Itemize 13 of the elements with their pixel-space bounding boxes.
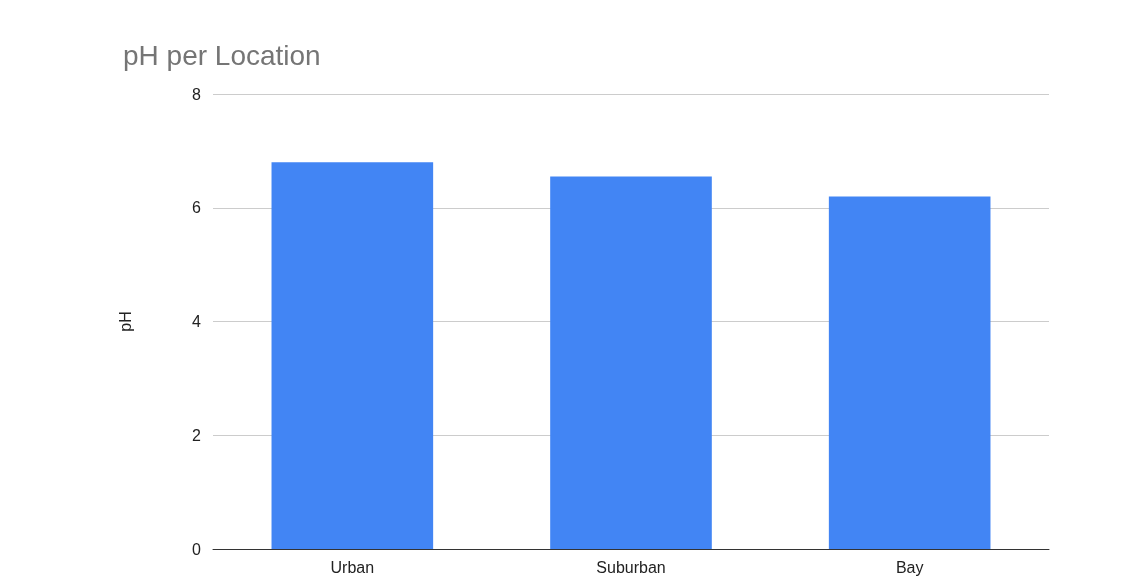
bar: [828, 196, 991, 549]
x-tick-label: Suburban: [596, 558, 666, 576]
x-tick-label: Urban: [330, 558, 375, 576]
bar: [271, 162, 434, 549]
y-tick-label: 2: [192, 426, 202, 444]
y-tick-label: 6: [192, 199, 202, 217]
y-axis-title: pH: [116, 311, 134, 332]
x-tick-label: Bay: [895, 558, 924, 576]
y-tick-label: 4: [192, 313, 202, 330]
chart-title: pH per Location: [123, 39, 321, 71]
y-tick-label: 0: [192, 540, 202, 558]
y-tick-label: 8: [192, 85, 202, 103]
bar: [550, 176, 712, 549]
